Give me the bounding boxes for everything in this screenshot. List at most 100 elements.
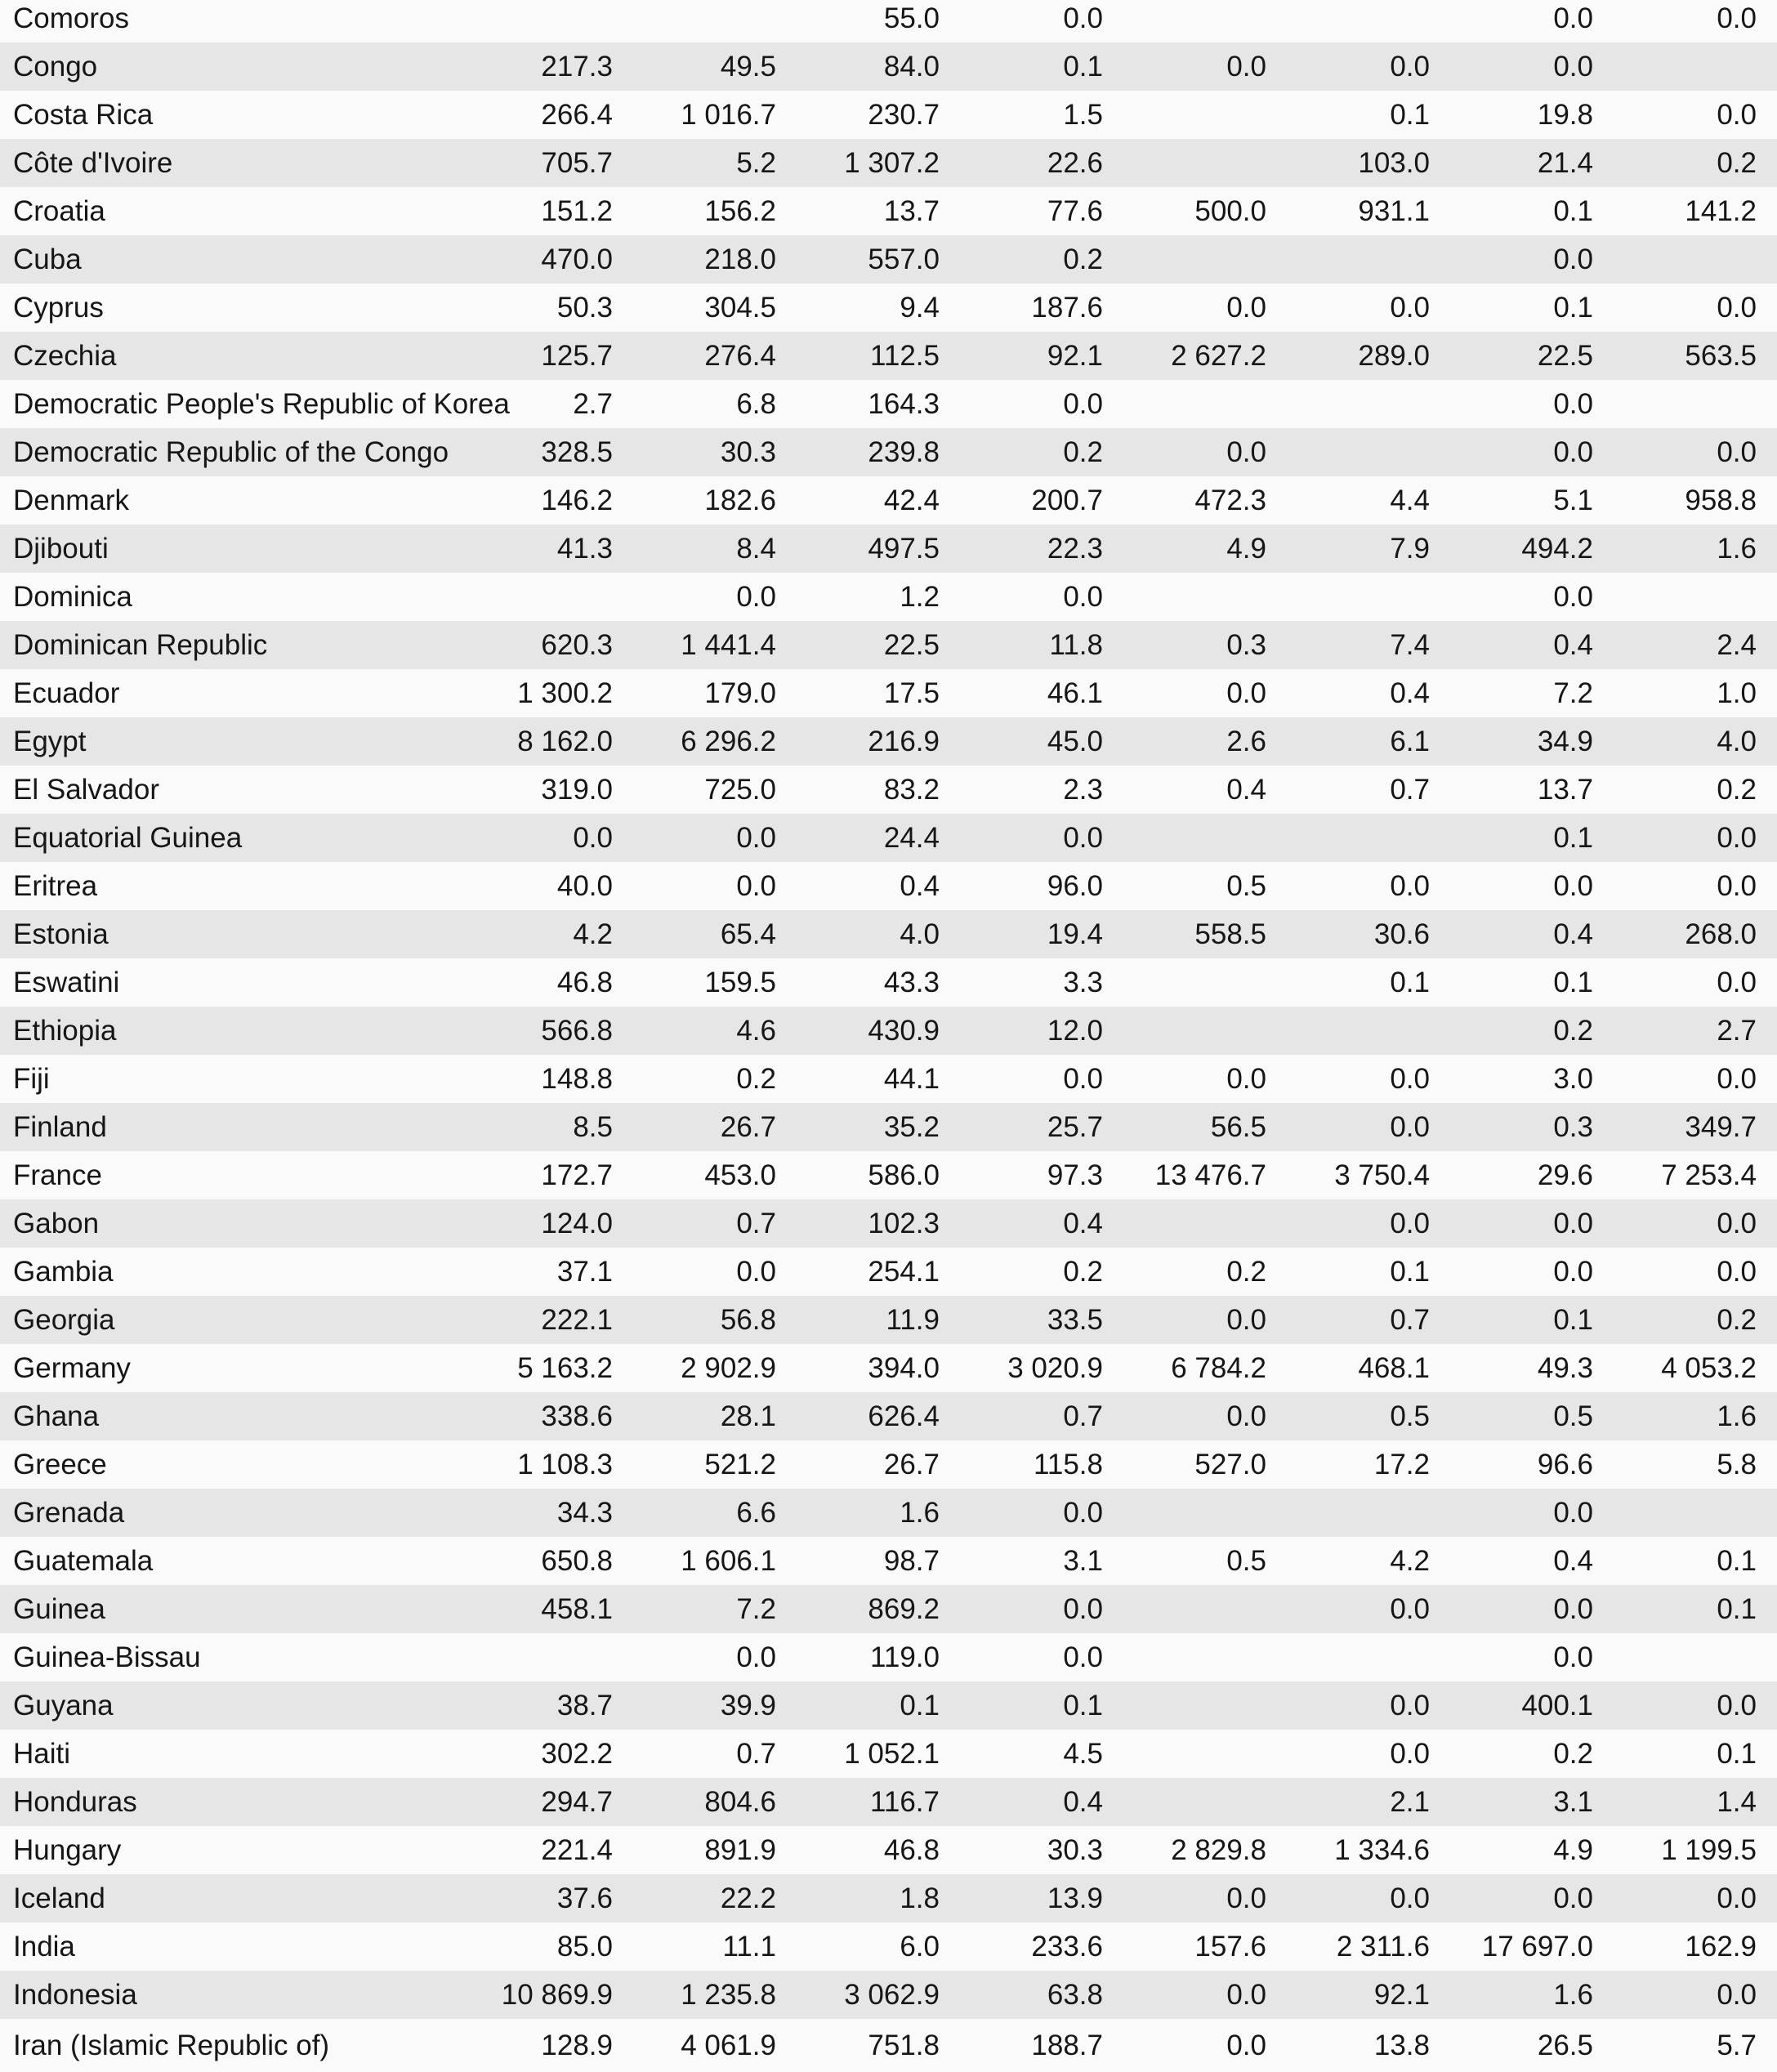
value-cell-3: 1.2 <box>900 581 940 613</box>
value-cell-6: 103.0 <box>1358 147 1430 179</box>
value-cell-6: 0.7 <box>1390 774 1430 806</box>
value-cell-1: 620.3 <box>541 629 613 661</box>
value-cell-1: 124.0 <box>541 1208 613 1239</box>
table-row: Guinea-Bissau 0.0 119.0 0.0 0.0 <box>0 1633 1777 1681</box>
table-row: India 85.0 11.1 6.0 233.6 157.6 2 311.6 … <box>0 1922 1777 1971</box>
table-row: Dominican Republic 620.3 1 441.4 22.5 11… <box>0 621 1777 669</box>
value-cell-7: 13.7 <box>1537 774 1593 806</box>
value-cell-7: 5.1 <box>1553 485 1593 516</box>
value-cell-8: 0.1 <box>1717 1738 1757 1770</box>
value-cell-2: 4 061.9 <box>681 2030 776 2061</box>
value-cell-2: 159.5 <box>704 967 776 998</box>
value-cell-7: 0.0 <box>1553 2 1593 34</box>
value-cell-7: 0.4 <box>1553 918 1593 950</box>
value-cell-4: 0.0 <box>1063 2 1103 34</box>
value-cell-5: 527.0 <box>1194 1449 1266 1480</box>
value-cell-3: 119.0 <box>870 1641 940 1673</box>
value-cell-8: 5.8 <box>1717 1449 1757 1480</box>
country-name: Dominican Republic <box>13 629 268 661</box>
country-name: Equatorial Guinea <box>13 822 243 854</box>
value-cell-4: 200.7 <box>1031 485 1103 516</box>
value-cell-4: 0.7 <box>1063 1400 1103 1432</box>
value-cell-8: 0.0 <box>1717 1882 1757 1914</box>
value-cell-6: 30.6 <box>1373 918 1430 950</box>
value-cell-2: 30.3 <box>720 436 776 468</box>
value-cell-5: 2 829.8 <box>1171 1834 1266 1866</box>
value-cell-3: 26.7 <box>883 1449 940 1480</box>
value-cell-7: 96.6 <box>1537 1449 1593 1480</box>
table-row: Cuba 470.0 218.0 557.0 0.2 0.0 <box>0 235 1777 284</box>
value-cell-1: 50.3 <box>556 292 613 324</box>
country-name: Ecuador <box>13 677 120 709</box>
value-cell-1: 566.8 <box>541 1015 613 1047</box>
value-cell-1: 37.6 <box>556 1882 613 1914</box>
value-cell-3: 22.5 <box>883 629 940 661</box>
value-cell-3: 1.8 <box>900 1882 940 1914</box>
value-cell-5: 157.6 <box>1194 1931 1266 1963</box>
value-cell-1: 705.7 <box>541 147 613 179</box>
value-cell-6: 1 334.6 <box>1334 1834 1430 1866</box>
table-row: Cyprus 50.3 304.5 9.4 187.6 0.0 0.0 0.1 … <box>0 284 1777 332</box>
value-cell-3: 3 062.9 <box>844 1979 940 2011</box>
value-cell-7: 0.0 <box>1553 581 1593 613</box>
value-cell-8: 2.7 <box>1717 1015 1757 1047</box>
value-cell-4: 3 020.9 <box>1007 1352 1103 1384</box>
value-cell-6: 17.2 <box>1373 1449 1430 1480</box>
value-cell-8: 0.0 <box>1717 1979 1757 2011</box>
value-cell-7: 400.1 <box>1521 1690 1593 1721</box>
value-cell-2: 0.7 <box>736 1738 776 1770</box>
value-cell-6: 2.1 <box>1390 1786 1430 1818</box>
value-cell-3: 254.1 <box>868 1256 940 1288</box>
value-cell-7: 0.0 <box>1553 388 1593 420</box>
value-cell-2: 0.0 <box>736 822 776 854</box>
value-cell-4: 22.3 <box>1047 533 1103 565</box>
value-cell-1: 1 300.2 <box>517 677 613 709</box>
value-cell-4: 77.6 <box>1047 195 1103 227</box>
value-cell-3: 557.0 <box>868 243 940 275</box>
table-row: Estonia 4.2 65.4 4.0 19.4 558.5 30.6 0.4… <box>0 910 1777 958</box>
value-cell-5: 500.0 <box>1194 195 1266 227</box>
value-cell-6: 0.1 <box>1390 99 1430 131</box>
value-cell-2: 0.0 <box>736 1256 776 1288</box>
country-name: Gambia <box>13 1256 114 1288</box>
value-cell-8: 0.0 <box>1717 2 1757 34</box>
value-cell-3: 394.0 <box>868 1352 940 1384</box>
value-cell-6: 289.0 <box>1358 340 1430 372</box>
value-cell-5: 0.0 <box>1226 292 1266 324</box>
country-name: Czechia <box>13 340 117 372</box>
value-cell-3: 44.1 <box>883 1063 940 1095</box>
value-cell-6: 0.0 <box>1390 51 1430 83</box>
value-cell-2: 7.2 <box>736 1593 776 1625</box>
value-cell-3: 46.8 <box>883 1834 940 1866</box>
value-cell-3: 164.3 <box>868 388 940 420</box>
value-cell-2: 0.2 <box>736 1063 776 1095</box>
value-cell-6: 7.9 <box>1390 533 1430 565</box>
value-cell-5: 0.0 <box>1226 51 1266 83</box>
value-cell-6: 0.0 <box>1390 1738 1430 1770</box>
value-cell-1: 8.5 <box>573 1111 613 1143</box>
country-name: Fiji <box>13 1063 50 1095</box>
value-cell-8: 349.7 <box>1685 1111 1757 1143</box>
table-row: Eswatini 46.8 159.5 43.3 3.3 0.1 0.1 0.0 <box>0 958 1777 1007</box>
country-name: Guinea-Bissau <box>13 1641 201 1673</box>
value-cell-4: 45.0 <box>1047 726 1103 757</box>
value-cell-2: 6.6 <box>736 1497 776 1529</box>
value-cell-8: 0.1 <box>1717 1545 1757 1577</box>
country-name: Indonesia <box>13 1979 137 2011</box>
value-cell-8: 0.2 <box>1717 774 1757 806</box>
value-cell-8: 0.0 <box>1717 870 1757 902</box>
value-cell-7: 34.9 <box>1537 726 1593 757</box>
value-cell-1: 5 163.2 <box>517 1352 613 1384</box>
value-cell-4: 188.7 <box>1031 2030 1103 2061</box>
value-cell-5: 0.0 <box>1226 677 1266 709</box>
value-cell-3: 116.7 <box>870 1786 940 1818</box>
country-name: Costa Rica <box>13 99 154 131</box>
value-cell-8: 4.0 <box>1717 726 1757 757</box>
country-name: Haiti <box>13 1738 71 1770</box>
country-name: Croatia <box>13 195 105 227</box>
value-cell-4: 97.3 <box>1047 1159 1103 1191</box>
value-cell-2: 276.4 <box>704 340 776 372</box>
value-cell-3: 42.4 <box>883 485 940 516</box>
value-cell-1: 470.0 <box>541 243 613 275</box>
value-cell-7: 0.1 <box>1553 967 1593 998</box>
